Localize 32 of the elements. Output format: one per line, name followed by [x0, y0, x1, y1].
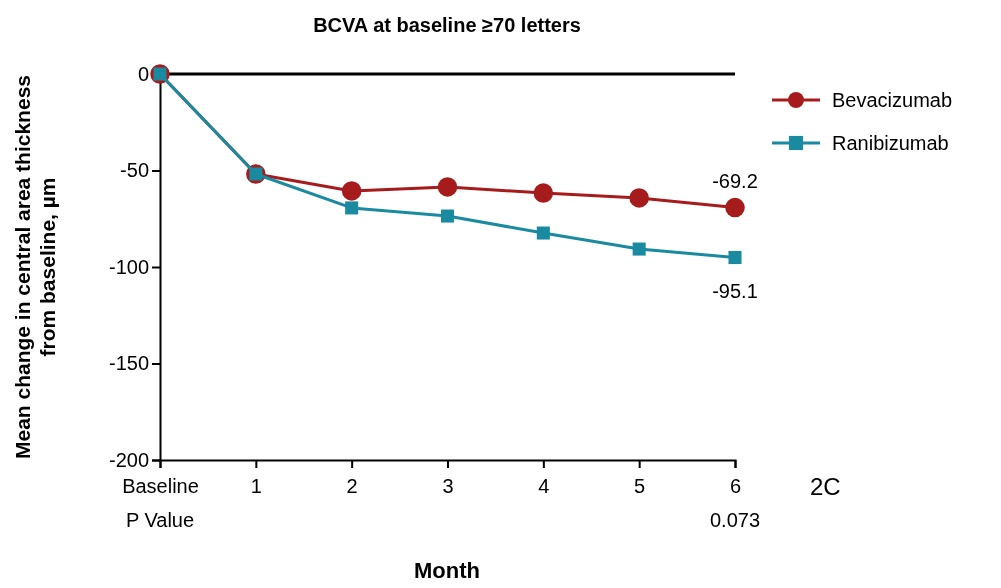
point [533, 183, 554, 203]
point [536, 226, 550, 240]
chart-title: BCVA at baseline ≥70 letters [313, 14, 581, 36]
point [725, 197, 745, 218]
point [341, 181, 362, 201]
point [440, 209, 455, 223]
y-tick-label: -200 [108, 448, 149, 471]
x-tick-label: 2 [346, 475, 358, 497]
point [345, 201, 359, 215]
point [437, 177, 458, 197]
x-tick-label: 5 [634, 475, 646, 497]
x-tick-label: 6 [729, 475, 742, 497]
point [728, 251, 742, 265]
y-tick-label: 0 [137, 62, 149, 85]
y-tick-label: -100 [108, 255, 149, 278]
x-tick-label: 4 [538, 475, 550, 497]
text: P Value [125, 509, 195, 531]
data-label: -69.2 [712, 169, 758, 192]
x-tick-label: Baseline [122, 475, 199, 497]
y-tick-label: -50 [120, 159, 149, 182]
text: 2C [810, 473, 841, 500]
x-axis-title: Month [414, 558, 480, 583]
data-label: -95.1 [712, 279, 758, 302]
y-tick-label: -150 [108, 352, 149, 375]
x-tick-label: 1 [250, 475, 262, 497]
legend-label: Ranibizumab [832, 132, 949, 154]
text: 0.073 [709, 509, 761, 531]
y-axis-title: Mean change in central area thickness from baseline, µm [11, 75, 60, 459]
point [632, 242, 646, 256]
x-tick-label: 3 [442, 475, 454, 497]
point [629, 188, 649, 208]
legend-label: Bevacizumab [832, 89, 953, 111]
